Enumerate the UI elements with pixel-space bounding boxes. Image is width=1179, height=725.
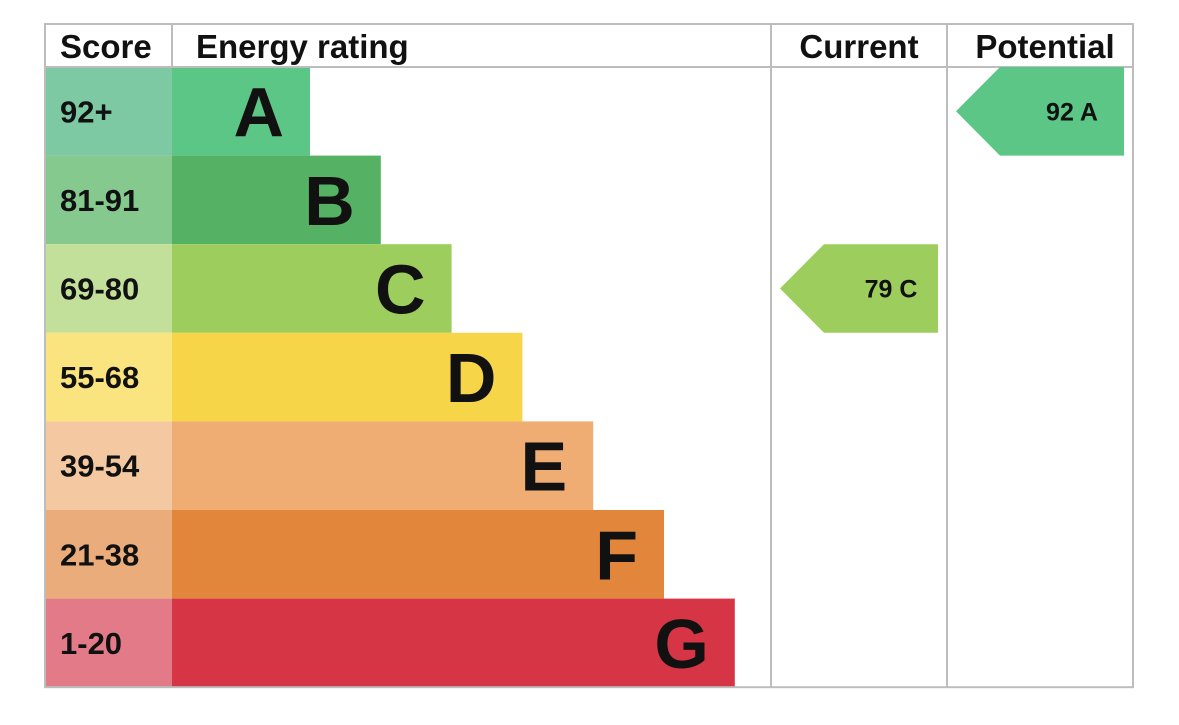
rating-letter-f: F <box>595 516 638 594</box>
current-rating-arrow: 79 C <box>780 244 938 333</box>
rating-letter-c: C <box>375 251 426 329</box>
score-range-f: 21-38 <box>60 537 139 572</box>
score-cell-g <box>45 598 172 688</box>
rating-letter-a: A <box>233 73 284 151</box>
table-border <box>44 23 1134 689</box>
rating-bar-g <box>172 598 735 688</box>
table-header: Score Energy rating Current Potential <box>60 28 1115 65</box>
score-range-g: 1-20 <box>60 626 122 661</box>
band-d: 55-68 D <box>45 332 523 422</box>
band-b: 81-91 B <box>45 155 381 245</box>
rating-bar-b <box>172 155 381 245</box>
potential-rating-arrow: 92 A <box>956 67 1124 156</box>
rating-letter-b: B <box>304 162 355 240</box>
current-rating-arrow-label: 79 C <box>865 276 918 304</box>
band-a: 92+ A <box>45 67 310 156</box>
potential-rating-arrow-shape <box>956 67 1124 156</box>
rating-bands: 92+ A 81-91 B 69-80 C 55-68 D 39-54 E 21-38 F 1-20 G <box>45 67 735 688</box>
rating-bar-d <box>172 332 523 422</box>
table-grid <box>44 23 1134 689</box>
header-current: Current <box>799 28 918 65</box>
header-score: Score <box>60 28 152 65</box>
score-cell-c <box>45 244 172 333</box>
score-cell-b <box>45 155 172 245</box>
rating-letter-e: E <box>520 428 567 506</box>
score-range-d: 55-68 <box>60 360 139 395</box>
band-f: 21-38 F <box>45 510 664 599</box>
rating-letter-g: G <box>654 605 708 683</box>
score-range-c: 69-80 <box>60 272 139 307</box>
score-range-b: 81-91 <box>60 183 139 218</box>
band-c: 69-80 C <box>45 244 452 333</box>
header-energy-rating: Energy rating <box>196 28 409 65</box>
score-range-e: 39-54 <box>60 449 140 484</box>
rating-arrows: 79 C 92 A <box>780 67 1124 333</box>
score-cell-e <box>45 421 172 510</box>
rating-bar-a <box>172 67 310 156</box>
header-potential: Potential <box>975 28 1114 65</box>
band-e: 39-54 E <box>45 421 594 510</box>
score-cell-d <box>45 332 172 422</box>
current-rating-arrow-shape <box>780 244 938 333</box>
potential-rating-arrow-label: 92 A <box>1046 98 1098 126</box>
rating-bar-f <box>172 510 664 599</box>
score-cell-f <box>45 510 172 599</box>
score-cell-a <box>45 67 172 156</box>
band-g: 1-20 G <box>45 598 735 688</box>
score-range-a: 92+ <box>60 94 113 129</box>
rating-bar-c <box>172 244 452 333</box>
rating-letter-d: D <box>446 339 497 417</box>
rating-bar-e <box>172 421 594 510</box>
